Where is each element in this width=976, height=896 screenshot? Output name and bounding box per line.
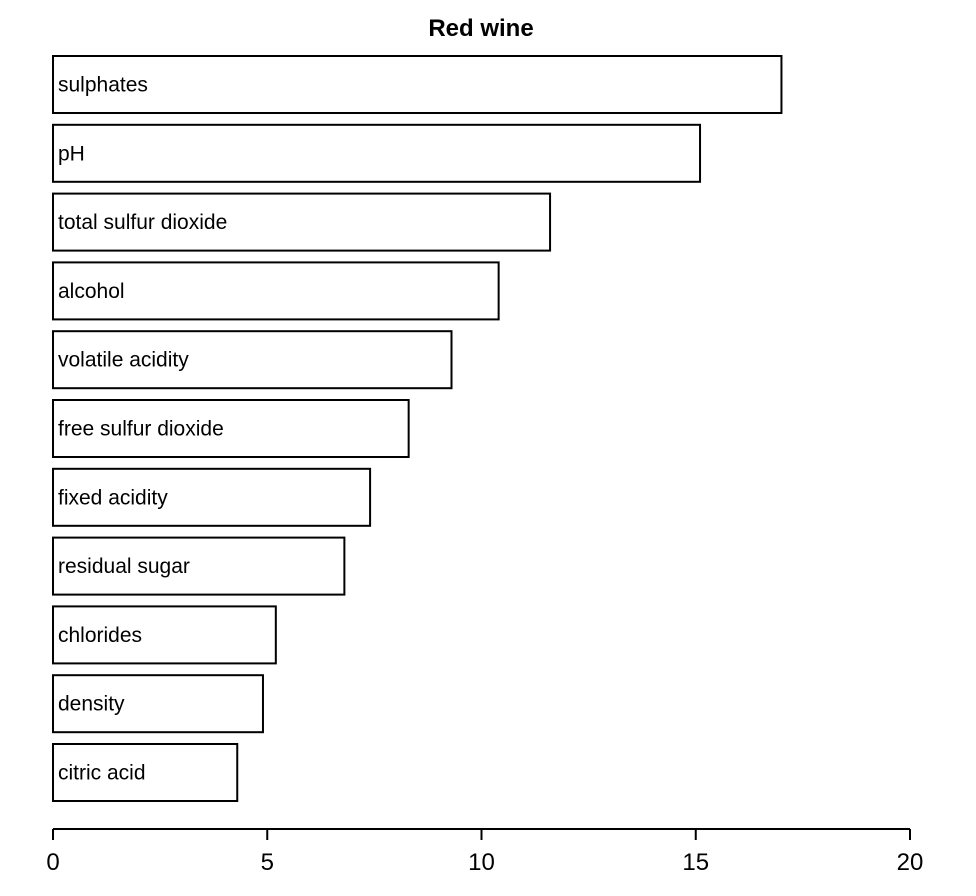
bar-group: density <box>52 674 264 734</box>
bar <box>52 467 372 527</box>
bar <box>52 743 239 802</box>
x-tick-label: 10 <box>468 849 495 876</box>
bar-label: sulphates <box>58 74 148 97</box>
bar-label: residual sugar <box>58 555 190 578</box>
bar-label: total sulfur dioxide <box>58 211 227 234</box>
x-tick-label: 20 <box>897 849 924 876</box>
bars-layer: sulphates pH total sulfur dioxide alcohol vo… <box>52 55 783 802</box>
bar-group: alcohol <box>52 261 500 321</box>
bar-label: citric acid <box>58 762 146 785</box>
bar <box>52 192 552 252</box>
bar <box>52 261 500 321</box>
chart-title: Red wine <box>428 15 533 42</box>
bar-group: residual sugar <box>52 536 346 596</box>
bar <box>52 674 264 734</box>
bar <box>52 536 346 596</box>
bar <box>52 605 277 665</box>
bar-group: total sulfur dioxide <box>52 192 552 252</box>
bar-label: fixed acidity <box>58 486 168 509</box>
x-tick-label: 15 <box>682 849 709 876</box>
bar-label: alcohol <box>58 280 125 303</box>
bar <box>52 399 410 458</box>
x-tick-label: 0 <box>46 849 59 876</box>
bar <box>52 55 783 114</box>
x-axis: 0 5 10 15 20 <box>46 828 924 876</box>
bar-group: free sulfur dioxide <box>52 399 410 458</box>
bar <box>52 123 702 183</box>
bar-group: sulphates <box>52 55 783 114</box>
bar-label: density <box>58 693 125 716</box>
x-tick-label: 5 <box>261 849 274 876</box>
bar-label: pH <box>58 142 85 165</box>
bar-label: volatile acidity <box>58 349 189 372</box>
bar-group: citric acid <box>52 743 239 802</box>
bar-group: volatile acidity <box>52 330 453 390</box>
bar-group: chlorides <box>52 605 277 665</box>
bar <box>52 330 453 390</box>
bar-group: pH <box>52 123 702 183</box>
bar-label: chlorides <box>58 624 142 647</box>
bar-label: free sulfur dioxide <box>58 418 224 441</box>
bar-group: fixed acidity <box>52 467 372 527</box>
